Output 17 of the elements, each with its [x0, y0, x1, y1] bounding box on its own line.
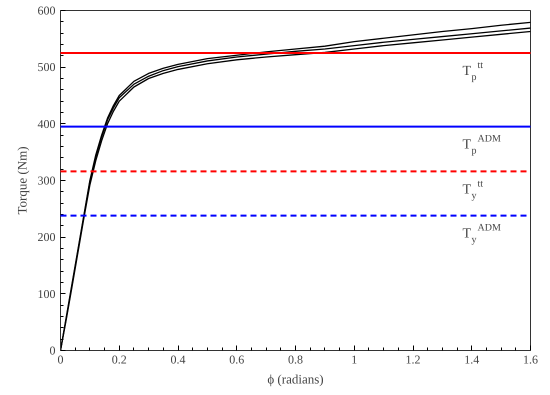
- x-tick-label: 1.4: [464, 352, 480, 366]
- x-axis-title: ϕ (radians): [267, 372, 324, 386]
- y-tick-label: 100: [38, 286, 56, 301]
- x-tick-label: 0.2: [112, 352, 127, 366]
- x-tick-label: 1.2: [406, 352, 420, 366]
- x-tick-label: 1.6: [523, 352, 538, 366]
- y-tick-label: 300: [38, 174, 56, 188]
- y-tick-label: 400: [38, 116, 56, 131]
- y-tick-label: 500: [38, 60, 56, 74]
- y-tick-label: 200: [38, 230, 56, 244]
- x-tick-label: 0.4: [170, 352, 186, 366]
- y-axis-title: Torque (Nm): [14, 146, 30, 215]
- x-tick-label: 0.8: [288, 352, 303, 366]
- x-tick-label: 0.6: [229, 352, 244, 366]
- y-tick-label: 600: [38, 4, 56, 18]
- y-tick-label: 0: [50, 344, 56, 358]
- x-tick-label: 1: [351, 352, 358, 366]
